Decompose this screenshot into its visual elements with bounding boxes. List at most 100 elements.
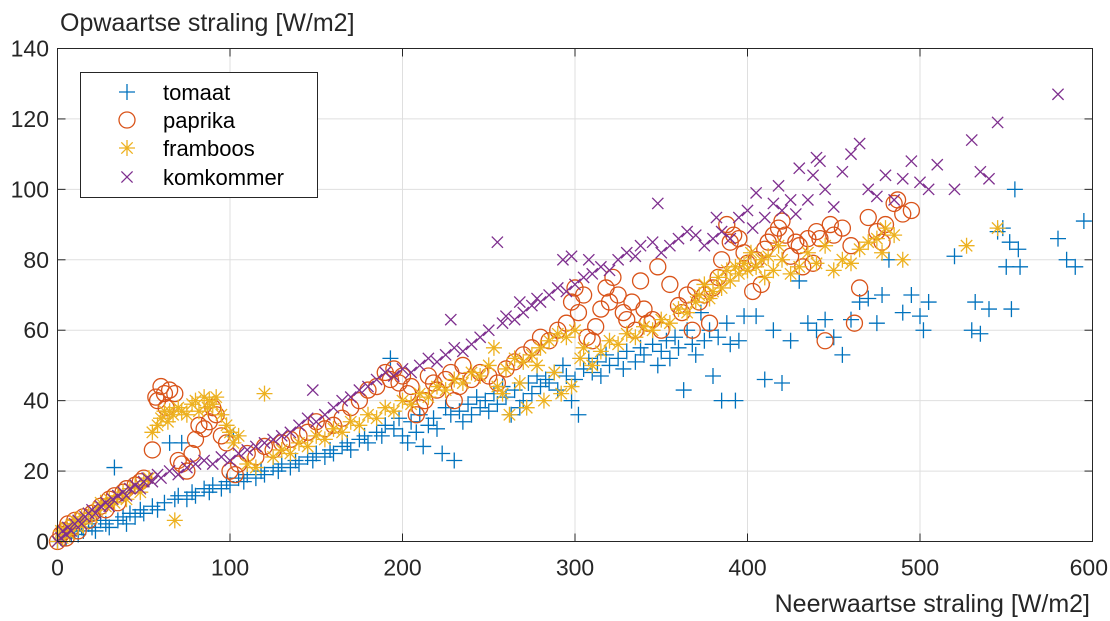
komkommer-point bbox=[1051, 88, 1065, 101]
komkommer-point bbox=[456, 345, 469, 358]
tomaat-point bbox=[325, 445, 342, 462]
series-komkommer bbox=[51, 88, 1065, 548]
komkommer-point bbox=[310, 415, 323, 428]
komkommer-point bbox=[215, 450, 228, 464]
framboos-point bbox=[506, 350, 523, 367]
x-tick-label: 300 bbox=[556, 555, 594, 581]
framboos-point bbox=[718, 262, 735, 279]
tomaat-point bbox=[554, 357, 571, 374]
tomaat-point bbox=[385, 420, 402, 437]
komkommer-point bbox=[396, 362, 409, 376]
framboos-point bbox=[52, 522, 69, 539]
komkommer-point bbox=[241, 443, 254, 457]
tomaat-point bbox=[446, 452, 463, 469]
paprika-point bbox=[661, 275, 679, 294]
framboos-point bbox=[549, 325, 566, 342]
tomaat-point bbox=[1050, 230, 1066, 247]
framboos-point bbox=[860, 234, 877, 251]
framboos-point bbox=[770, 237, 787, 254]
komkommer-point bbox=[430, 355, 444, 368]
tomaat-point bbox=[460, 396, 477, 413]
komkommer-point bbox=[672, 232, 685, 245]
tomaat-point bbox=[834, 346, 851, 363]
data-points bbox=[48, 88, 1092, 551]
y-tick-label: 140 bbox=[11, 36, 49, 62]
tomaat-point bbox=[373, 427, 390, 444]
framboos-point bbox=[485, 339, 502, 356]
tomaat-point bbox=[610, 350, 627, 367]
framboos-point bbox=[368, 410, 385, 427]
tomaat-point bbox=[87, 522, 104, 539]
framboos-point bbox=[736, 255, 753, 272]
tomaat-point bbox=[718, 315, 735, 332]
komkommer-point bbox=[344, 391, 357, 404]
komkommer-point bbox=[370, 373, 383, 386]
komkommer-point bbox=[655, 246, 668, 259]
komkommer-point bbox=[120, 489, 133, 502]
komkommer-point bbox=[827, 200, 840, 214]
tomaat-point bbox=[563, 392, 580, 409]
framboos-point bbox=[159, 413, 176, 430]
tomaat-point bbox=[667, 329, 684, 346]
tomaat-point bbox=[748, 308, 765, 325]
framboos-point bbox=[825, 262, 842, 279]
komkommer-point bbox=[775, 204, 789, 217]
komkommer-point bbox=[689, 229, 702, 242]
komkommer-point bbox=[646, 236, 659, 249]
tomaat-point bbox=[170, 487, 187, 504]
komkommer-point bbox=[123, 482, 137, 495]
tomaat-point bbox=[903, 287, 920, 303]
komkommer-point bbox=[896, 172, 909, 185]
tomaat-point bbox=[791, 272, 808, 289]
tomaat-point bbox=[1012, 258, 1029, 275]
framboos-point bbox=[480, 357, 497, 374]
framboos-point bbox=[377, 399, 394, 416]
framboos-point bbox=[106, 494, 123, 511]
tomaat-point bbox=[1006, 181, 1023, 198]
komkommer-point bbox=[267, 433, 280, 446]
tomaat-point bbox=[204, 477, 221, 494]
paprika-point bbox=[850, 279, 869, 297]
framboos-point bbox=[166, 512, 183, 529]
framboos-point bbox=[535, 392, 552, 409]
x-tick-label: 200 bbox=[383, 555, 421, 581]
framboos-point bbox=[316, 431, 333, 448]
framboos-point bbox=[463, 364, 480, 381]
paprika-point bbox=[604, 268, 622, 287]
framboos-point bbox=[334, 424, 351, 441]
tomaat-point bbox=[106, 459, 123, 476]
tomaat-point bbox=[463, 406, 480, 423]
komkommer-point bbox=[543, 288, 556, 302]
paprika-point bbox=[155, 384, 174, 403]
komkommer-point bbox=[556, 253, 569, 266]
komkommer-point bbox=[422, 352, 435, 365]
komkommer-point bbox=[710, 211, 723, 224]
paprika-point bbox=[631, 272, 650, 290]
tomaat-point bbox=[118, 515, 135, 532]
framboos-point bbox=[644, 322, 661, 339]
tomaat-point bbox=[915, 322, 932, 339]
framboos-point bbox=[958, 237, 975, 254]
y-tick-label: 20 bbox=[23, 458, 49, 484]
komkommer-point bbox=[586, 267, 599, 280]
tomaat-point bbox=[874, 287, 891, 303]
legend-label-tomaat: tomaat bbox=[163, 80, 230, 105]
framboos-point bbox=[584, 357, 601, 374]
komkommer-point bbox=[75, 517, 88, 530]
tomaat-point bbox=[408, 424, 425, 441]
tomaat-point bbox=[636, 346, 652, 363]
tomaat-point bbox=[1010, 241, 1027, 258]
framboos-point bbox=[808, 255, 825, 272]
paprika-point bbox=[221, 462, 239, 480]
paprika-point bbox=[845, 314, 864, 332]
framboos-point bbox=[132, 484, 149, 501]
x-tick-label: 0 bbox=[51, 555, 64, 581]
tomaat-point bbox=[684, 336, 701, 353]
framboos-point bbox=[325, 420, 342, 437]
komkommer-point bbox=[232, 447, 245, 460]
framboos-point bbox=[541, 332, 558, 349]
framboos-point bbox=[705, 283, 721, 300]
tomaat-point bbox=[687, 346, 704, 363]
komkommer-point bbox=[387, 369, 400, 383]
paprika-point bbox=[683, 321, 701, 339]
